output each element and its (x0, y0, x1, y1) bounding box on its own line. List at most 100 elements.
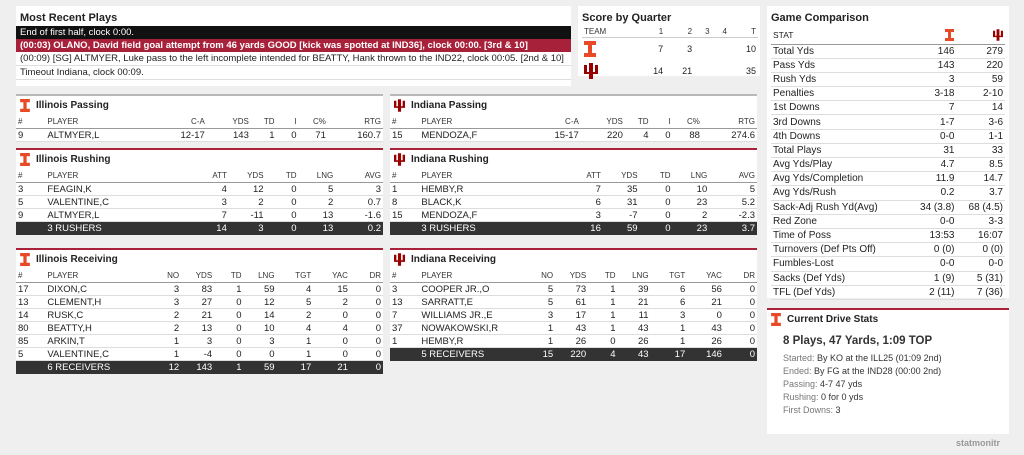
total-row: 3 RUSHERS 16 59 0 23 3.7 (390, 221, 757, 235)
illinois-receiving-panel: Illinois Receiving # PLAYER NO YDS TD LNG TGT YA… (16, 248, 383, 374)
stat-label: 4th Downs (771, 129, 908, 144)
play-line: (00:03) OLANO, David field goal attempt … (16, 39, 571, 52)
table-cell: CLEMENT,H (45, 295, 152, 309)
table-cell: 17 (555, 308, 589, 322)
drive-label: Ended: (783, 365, 812, 376)
table-cell: 0 (349, 282, 383, 296)
table-cell: 5 (298, 182, 336, 196)
table-cell: 0 (349, 334, 383, 348)
column-header: C-A (529, 115, 581, 129)
column-header: # (16, 115, 46, 129)
comparison-row: Sack-Adj Rush Yd(Avg) 34 (3.8) 68 (4.5) (771, 200, 1005, 215)
table-cell: HEMBY,R (419, 182, 567, 196)
table-cell: 3 (650, 308, 688, 322)
table-cell: 0 (349, 308, 383, 322)
illinois-value: 143 (908, 58, 957, 73)
drive-passing: 4-7 47 yds (820, 378, 863, 389)
stat-label: 3rd Downs (771, 114, 908, 130)
indiana-logo-icon (394, 99, 405, 112)
comparison-row: Time of Poss 13:53 16:07 (771, 228, 1005, 244)
table-cell: WILLIAMS JR.,E (419, 308, 526, 322)
table-cell: FEAGIN,K (45, 182, 193, 196)
total-cell: 4 (588, 347, 618, 361)
total-cell: 13 (298, 221, 336, 235)
table-cell: 73 (555, 282, 589, 296)
table-cell: 13 (16, 295, 46, 309)
table-cell: 4 (276, 321, 314, 335)
table-cell: 2 (151, 321, 182, 335)
indiana-value: 0 (0) (956, 242, 1005, 258)
indiana-value: 16:07 (956, 228, 1005, 244)
table-cell: 11 (617, 308, 651, 322)
table-cell: 26 (687, 334, 724, 348)
column-header: TGT (276, 269, 314, 283)
table-cell: 80 (16, 321, 46, 335)
illinois-value: 146 (908, 44, 957, 59)
comparison-row: 3rd Downs 1-7 3-6 (771, 114, 1005, 130)
table-cell: 0 (639, 195, 673, 209)
table-cell: 1 (525, 321, 556, 335)
score-cell: 3 (687, 43, 693, 54)
total-cell: 17 (650, 347, 688, 361)
table-cell: 35 (602, 182, 640, 196)
illinois-value: 4.7 (908, 157, 957, 173)
total-cell: 43 (617, 347, 651, 361)
illinois-value: 1-7 (908, 114, 957, 130)
column-header: YAC (687, 269, 724, 283)
table-cell: RUSK,C (45, 308, 152, 322)
table-title: Illinois Passing (36, 100, 109, 111)
total-cell: 16 (566, 221, 603, 235)
table-cell: 2 (151, 308, 182, 322)
score-header: 3 (694, 26, 712, 38)
table-cell: MENDOZA,F (419, 128, 530, 142)
total-cell: 0.2 (335, 221, 383, 235)
comparison-row: Avg Yds/Play 4.7 8.5 (771, 157, 1005, 173)
table-cell: 71 (298, 128, 328, 142)
table-cell: 3 (390, 282, 420, 296)
comparison-row: Avg Yds/Rush 0.2 3.7 (771, 185, 1005, 201)
table-cell: -2.3 (709, 208, 757, 222)
column-header: YDS (555, 269, 589, 283)
table-cell: -11 (228, 208, 266, 222)
table-cell: 0 (349, 347, 383, 361)
column-header: AVG (335, 169, 383, 183)
table-cell: -1.6 (335, 208, 383, 222)
column-header: TGT (650, 269, 688, 283)
illinois-value: 2 (11) (908, 285, 957, 300)
table-cell: 15 (313, 282, 350, 296)
score-header: T (729, 26, 758, 38)
table-cell: 23 (672, 195, 710, 209)
table-cell: 3 (566, 208, 603, 222)
drive-first-downs: 3 (835, 404, 841, 415)
indiana-logo-icon (956, 26, 1005, 45)
table-cell: 0 (650, 128, 673, 142)
table-cell: 13 (390, 295, 420, 309)
table-cell: 143 (206, 128, 251, 142)
table-cell: 0 (214, 334, 244, 348)
table-cell: 5 (525, 295, 556, 309)
table-cell: 0 (723, 295, 757, 309)
column-header: DR (723, 269, 757, 283)
column-header: RTG (327, 115, 383, 129)
table-cell: 37 (390, 321, 420, 335)
table-cell: 1 (390, 182, 420, 196)
total-cell: 3 (228, 221, 266, 235)
table-cell: 14 (16, 308, 46, 322)
comparison-row: 4th Downs 0-0 1-1 (771, 129, 1005, 144)
indiana-logo-icon (582, 60, 636, 82)
column-header: PLAYER (45, 115, 156, 129)
comparison-title: Game Comparison (771, 12, 869, 24)
indiana-value: 14 (956, 100, 1005, 116)
table-cell: 0 (639, 182, 673, 196)
column-header: PLAYER (419, 269, 526, 283)
table-cell: 8 (390, 195, 420, 209)
score-total: 10 (745, 43, 756, 54)
table-header: Illinois Passing (16, 94, 383, 115)
column-header: LNG (617, 269, 651, 283)
statmonitr-logo: statmonitr (956, 438, 1001, 448)
stat-table: # PLAYER ATT YDS TD LNG AVG 3 FEAGIN,K 4 12 0 5 3 5 VAL… (16, 169, 383, 235)
illinois-logo-icon (20, 253, 30, 266)
table-cell: ALTMYER,L (45, 208, 193, 222)
table-cell: SARRATT,E (419, 295, 526, 309)
table-cell: 0 (313, 308, 350, 322)
